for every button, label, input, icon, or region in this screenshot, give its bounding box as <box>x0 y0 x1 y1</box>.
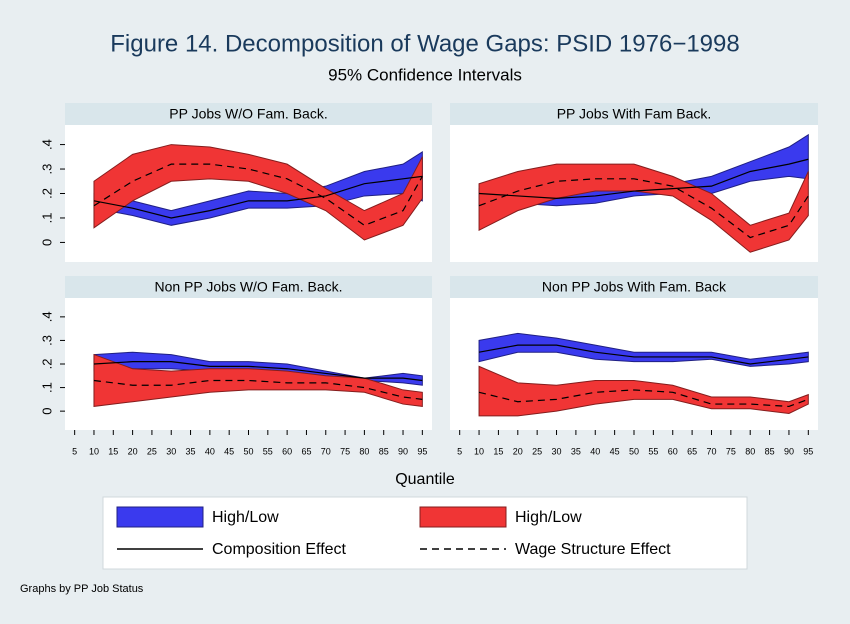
y-tick-label: .1 <box>39 213 54 224</box>
x-tick-label: 35 <box>571 446 581 456</box>
x-tick-label: 70 <box>321 446 331 456</box>
panel-strip <box>450 103 818 125</box>
panel-title: PP Jobs W/O Fam. Back. <box>169 106 327 122</box>
x-tick-label: 55 <box>648 446 658 456</box>
x-tick-label: 5 <box>72 446 77 456</box>
x-tick-label: 20 <box>513 446 523 456</box>
x-tick-label: 75 <box>726 446 736 456</box>
x-tick-label: 40 <box>205 446 215 456</box>
x-tick-label: 50 <box>629 446 639 456</box>
effect-line <box>93 379 423 400</box>
x-tick-label: 45 <box>610 446 620 456</box>
x-tick-label: 45 <box>224 446 234 456</box>
panel-strip <box>65 276 432 298</box>
x-tick-label: 10 <box>474 446 484 456</box>
x-tick-label: 85 <box>379 446 389 456</box>
x-tick-label: 70 <box>706 446 716 456</box>
x-tick-label: 15 <box>108 446 118 456</box>
y-tick-label: 0 <box>39 239 54 246</box>
y-tick-label: 0 <box>39 408 54 415</box>
x-tick-label: 5 <box>457 446 462 456</box>
x-tick-label: 30 <box>552 446 562 456</box>
chart-title: Figure 14. Decomposition of Wage Gaps: P… <box>110 30 739 57</box>
x-tick-label: 85 <box>765 446 775 456</box>
ci-band <box>478 365 809 417</box>
legend-label: High/Low <box>515 509 582 526</box>
panel-strip <box>450 276 818 298</box>
x-tick-label: 15 <box>493 446 503 456</box>
x-tick-label: 50 <box>243 446 253 456</box>
x-tick-label: 65 <box>301 446 311 456</box>
x-tick-label: 95 <box>803 446 813 456</box>
ci-band <box>93 353 423 407</box>
y-tick-label: .4 <box>39 311 54 322</box>
x-tick-label: 20 <box>128 446 138 456</box>
panel-title: PP Jobs With Fam Back. <box>557 106 712 122</box>
x-tick-label: 25 <box>532 446 542 456</box>
panel-strip <box>65 103 432 125</box>
x-tick-label: 40 <box>590 446 600 456</box>
chart-subtitle: 95% Confidence Intervals <box>328 65 522 84</box>
ci-band <box>93 144 423 241</box>
x-tick-label: 90 <box>398 446 408 456</box>
ci-band <box>93 151 423 226</box>
y-tick-label: .2 <box>39 188 54 199</box>
legend-swatch <box>419 506 507 528</box>
y-tick-label: .4 <box>39 139 54 150</box>
y-tick-label: .3 <box>39 164 54 175</box>
x-tick-label: 75 <box>340 446 350 456</box>
ci-band <box>478 163 809 253</box>
x-tick-label: 80 <box>745 446 755 456</box>
effect-line <box>93 361 423 382</box>
effect-line <box>478 389 809 408</box>
effect-line <box>478 178 809 239</box>
x-tick-label: 65 <box>687 446 697 456</box>
x-tick-label: 60 <box>282 446 292 456</box>
effect-line <box>479 158 809 199</box>
legend-label: Wage Structure Effect <box>515 541 671 558</box>
effect-line <box>93 163 423 226</box>
x-axis-label: Quantile <box>395 471 455 488</box>
effect-line <box>93 175 423 219</box>
legend-label: High/Low <box>212 509 279 526</box>
y-tick-label: .3 <box>39 335 54 346</box>
x-tick-label: 90 <box>784 446 794 456</box>
legend-label: Composition Effect <box>212 541 347 558</box>
x-tick-label: 60 <box>668 446 678 456</box>
note: Graphs by PP Job Status <box>20 583 144 595</box>
x-tick-label: 10 <box>89 446 99 456</box>
x-tick-label: 25 <box>147 446 157 456</box>
ci-band <box>478 332 809 367</box>
panel-title: Non PP Jobs W/O Fam. Back. <box>154 279 342 295</box>
effect-line <box>478 344 809 365</box>
y-tick-label: .1 <box>39 382 54 393</box>
x-tick-label: 35 <box>186 446 196 456</box>
panel-title: Non PP Jobs With Fam. Back <box>542 279 727 295</box>
x-tick-label: 95 <box>417 446 427 456</box>
x-tick-label: 30 <box>166 446 176 456</box>
y-tick-label: .2 <box>39 359 54 370</box>
x-tick-label: 80 <box>359 446 369 456</box>
x-tick-label: 55 <box>263 446 273 456</box>
legend-swatch <box>116 506 204 528</box>
